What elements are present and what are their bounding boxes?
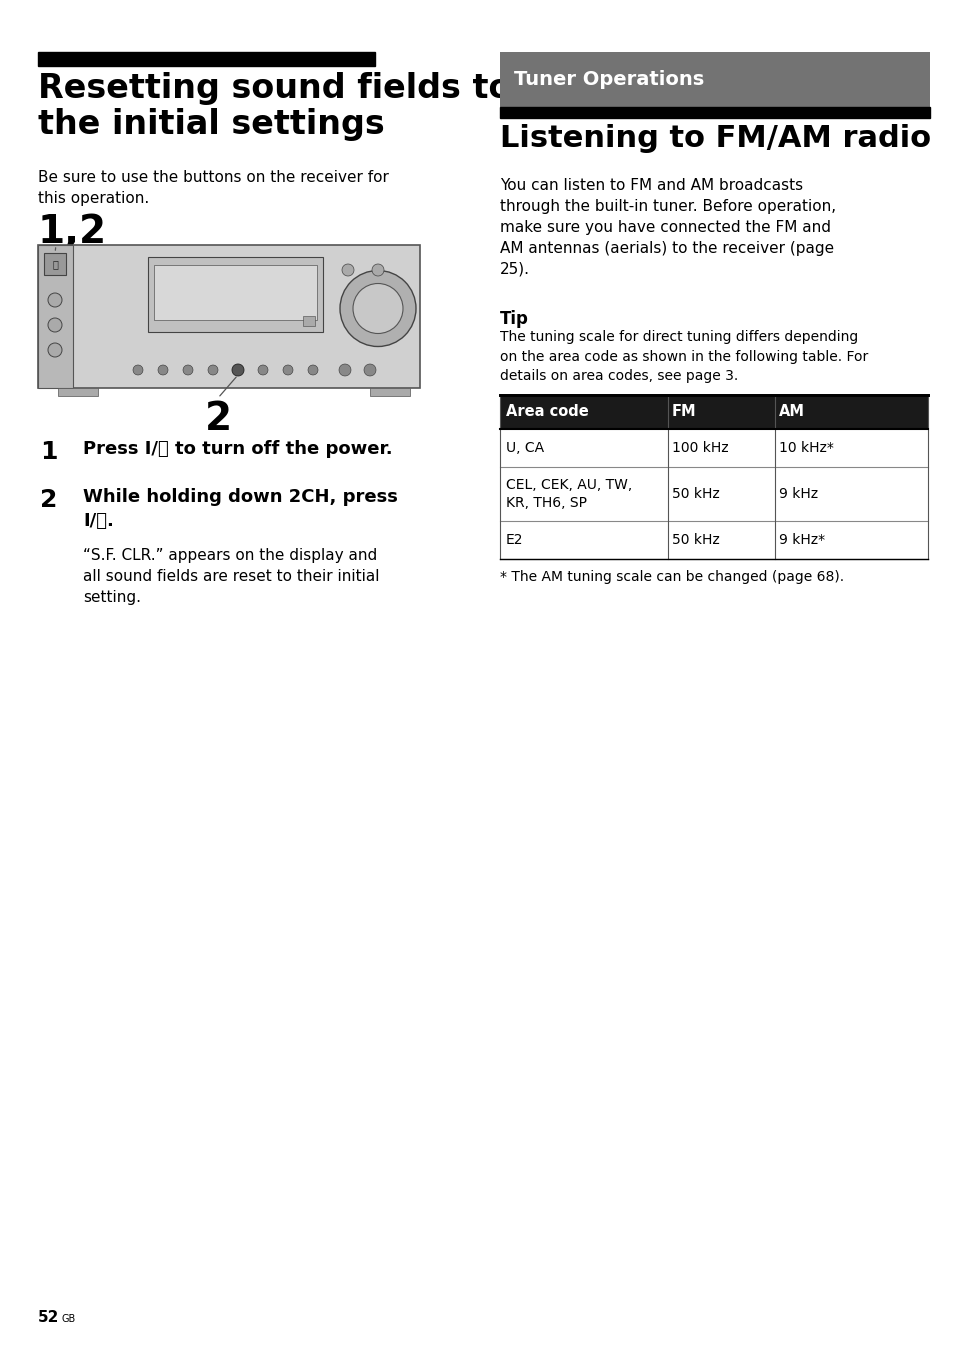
Text: 50 kHz: 50 kHz xyxy=(671,487,719,502)
Circle shape xyxy=(257,365,268,375)
Text: GB: GB xyxy=(62,1314,76,1324)
Text: Tip: Tip xyxy=(499,310,528,329)
Circle shape xyxy=(339,270,416,346)
Circle shape xyxy=(208,365,218,375)
Text: The tuning scale for direct tuning differs depending
on the area code as shown i: The tuning scale for direct tuning diffe… xyxy=(499,330,867,383)
Text: Press I/⏻ to turn off the power.: Press I/⏻ to turn off the power. xyxy=(83,439,393,458)
Circle shape xyxy=(308,365,317,375)
Bar xyxy=(499,395,927,429)
Text: Area code: Area code xyxy=(505,404,588,419)
Circle shape xyxy=(48,318,62,333)
Text: ⏻: ⏻ xyxy=(52,260,58,269)
Bar xyxy=(499,107,929,118)
Circle shape xyxy=(158,365,168,375)
Circle shape xyxy=(232,364,244,376)
Bar xyxy=(38,245,73,388)
Circle shape xyxy=(48,343,62,357)
Text: Tuner Operations: Tuner Operations xyxy=(514,70,703,89)
Bar xyxy=(499,521,927,558)
Bar xyxy=(303,316,314,326)
Text: 50 kHz: 50 kHz xyxy=(671,533,719,548)
Circle shape xyxy=(364,364,375,376)
Circle shape xyxy=(183,365,193,375)
Text: CEL, CEK, AU, TW,
KR, TH6, SP: CEL, CEK, AU, TW, KR, TH6, SP xyxy=(505,479,632,510)
Bar xyxy=(38,245,419,388)
Circle shape xyxy=(353,284,402,334)
Text: While holding down 2CH, press
I/⏻.: While holding down 2CH, press I/⏻. xyxy=(83,488,397,530)
Bar xyxy=(44,253,66,274)
Text: “S.F. CLR.” appears on the display and
all sound fields are reset to their initi: “S.F. CLR.” appears on the display and a… xyxy=(83,548,379,604)
Bar xyxy=(370,388,410,396)
Bar xyxy=(153,265,316,320)
Circle shape xyxy=(48,293,62,307)
Text: 2: 2 xyxy=(204,400,232,438)
Text: Listening to FM/AM radio: Listening to FM/AM radio xyxy=(499,124,930,153)
Text: Be sure to use the buttons on the receiver for
this operation.: Be sure to use the buttons on the receiv… xyxy=(38,170,389,206)
Bar xyxy=(38,51,375,66)
Text: 9 kHz: 9 kHz xyxy=(779,487,818,502)
Text: 1,2: 1,2 xyxy=(38,214,107,251)
Text: 52: 52 xyxy=(38,1310,59,1325)
Bar xyxy=(499,51,929,107)
Text: * The AM tuning scale can be changed (page 68).: * The AM tuning scale can be changed (pa… xyxy=(499,571,843,584)
Text: 100 kHz: 100 kHz xyxy=(671,441,728,456)
Circle shape xyxy=(341,264,354,276)
Circle shape xyxy=(132,365,143,375)
Text: 1: 1 xyxy=(40,439,57,464)
Text: You can listen to FM and AM broadcasts
through the built-in tuner. Before operat: You can listen to FM and AM broadcasts t… xyxy=(499,178,835,277)
Text: 10 kHz*: 10 kHz* xyxy=(779,441,833,456)
Text: U, CA: U, CA xyxy=(505,441,543,456)
Circle shape xyxy=(372,264,384,276)
Bar xyxy=(58,388,98,396)
Circle shape xyxy=(338,364,351,376)
Bar xyxy=(499,466,927,521)
Text: E2: E2 xyxy=(505,533,523,548)
Text: 9 kHz*: 9 kHz* xyxy=(779,533,824,548)
Text: 2: 2 xyxy=(40,488,57,512)
Circle shape xyxy=(283,365,293,375)
Circle shape xyxy=(233,365,243,375)
Bar xyxy=(499,429,927,466)
Text: AM: AM xyxy=(779,404,804,419)
Bar xyxy=(148,257,323,333)
Text: FM: FM xyxy=(671,404,696,419)
Text: Resetting sound fields to
the initial settings: Resetting sound fields to the initial se… xyxy=(38,72,511,141)
